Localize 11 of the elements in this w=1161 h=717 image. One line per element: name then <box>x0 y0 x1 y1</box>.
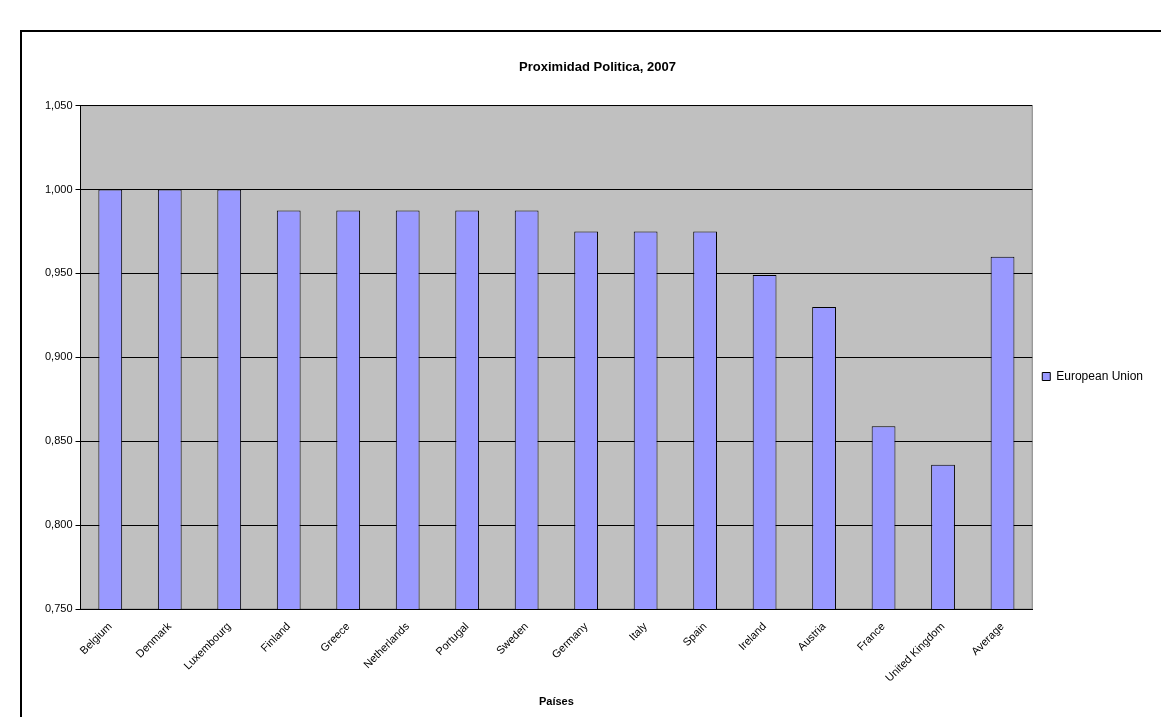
chart-title: Proximidad Politica, 2007 <box>519 59 676 75</box>
x-tick-label: Italy <box>626 619 650 643</box>
x-axis-title: Países <box>538 695 574 708</box>
y-tick-label: 0,850 <box>45 434 73 447</box>
y-tick-label: 1,050 <box>45 98 73 111</box>
y-tick-label: 0,950 <box>45 266 73 279</box>
y-tick-label: 0,900 <box>45 350 73 363</box>
y-tick-label: 1,000 <box>45 182 73 195</box>
legend-label: European Union <box>1056 368 1143 383</box>
y-tick-label: 0,750 <box>45 602 73 615</box>
y-tick-label: 0,800 <box>45 518 73 531</box>
